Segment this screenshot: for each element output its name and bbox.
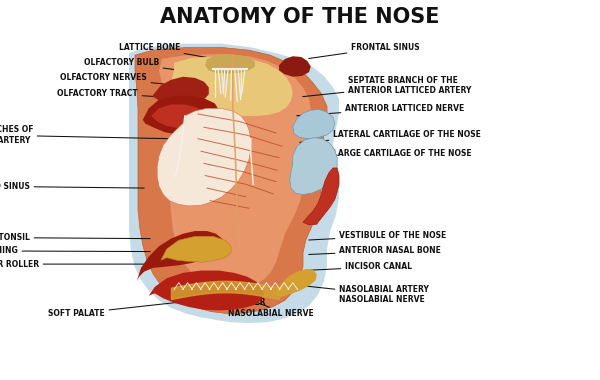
Polygon shape — [151, 105, 205, 128]
Polygon shape — [153, 77, 209, 105]
Polygon shape — [293, 109, 335, 139]
Text: ANTERIOR NASAL BONE: ANTERIOR NASAL BONE — [309, 246, 441, 255]
Text: PHARYNGEAL TONSIL: PHARYNGEAL TONSIL — [0, 233, 150, 242]
Text: LARGE CARTILAGE OF THE NOSE: LARGE CARTILAGE OF THE NOSE — [306, 149, 472, 162]
Polygon shape — [137, 231, 223, 281]
Text: COULTER
NASOLABIAL NERVE: COULTER NASOLABIAL NERVE — [228, 298, 314, 318]
Text: TUBULAR ROLLER: TUBULAR ROLLER — [0, 260, 153, 269]
Text: OLFACTORY BULB: OLFACTORY BULB — [84, 58, 222, 76]
Text: INCISOR CANAL: INCISOR CANAL — [306, 262, 412, 271]
Polygon shape — [275, 269, 317, 297]
Text: FRONTAL SINUS: FRONTAL SINUS — [309, 43, 419, 59]
Text: ANTERIOR LATTICED NERVE: ANTERIOR LATTICED NERVE — [297, 104, 464, 116]
Text: OLFACTORY TRACT: OLFACTORY TRACT — [57, 89, 204, 100]
Polygon shape — [159, 54, 311, 290]
Polygon shape — [279, 56, 311, 77]
Text: LATTICE BONE: LATTICE BONE — [119, 43, 234, 62]
Text: LATERAL CARTILAGE OF THE NOSE: LATERAL CARTILAGE OF THE NOSE — [300, 130, 481, 142]
Text: ANATOMY OF THE NOSE: ANATOMY OF THE NOSE — [160, 7, 440, 27]
Polygon shape — [171, 56, 293, 116]
Polygon shape — [205, 54, 255, 74]
Text: VESTIBULE OF THE NOSE: VESTIBULE OF THE NOSE — [309, 231, 446, 240]
Text: OLFACTORY NERVES: OLFACTORY NERVES — [60, 73, 213, 89]
Polygon shape — [290, 138, 337, 195]
Text: NASOLABIAL ARTERY
NASOLABIAL NERVE: NASOLABIAL ARTERY NASOLABIAL NERVE — [306, 285, 429, 304]
Polygon shape — [303, 168, 339, 225]
Polygon shape — [147, 271, 264, 310]
Polygon shape — [129, 44, 339, 323]
Polygon shape — [143, 96, 219, 135]
Polygon shape — [157, 108, 251, 206]
Text: SOFT PALATE: SOFT PALATE — [48, 302, 177, 318]
Polygon shape — [135, 48, 327, 314]
Polygon shape — [161, 236, 231, 262]
Text: SEPTATE BRANCH OF THE
ANTERIOR LATTICED ARTERY: SEPTATE BRANCH OF THE ANTERIOR LATTICED … — [303, 76, 472, 97]
Text: POSTERIOR NASAL OPENING: POSTERIOR NASAL OPENING — [0, 246, 150, 255]
Text: THE SPHENOID SINUS: THE SPHENOID SINUS — [0, 182, 144, 191]
Text: SEPTUM BRANCHES OF
THE LATTICED ARTERY: SEPTUM BRANCHES OF THE LATTICED ARTERY — [0, 125, 168, 145]
